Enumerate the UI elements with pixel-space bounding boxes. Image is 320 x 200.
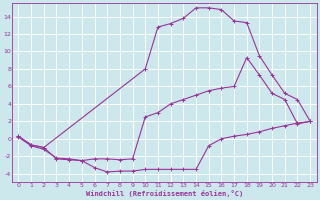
X-axis label: Windchill (Refroidissement éolien,°C): Windchill (Refroidissement éolien,°C) (86, 190, 243, 197)
